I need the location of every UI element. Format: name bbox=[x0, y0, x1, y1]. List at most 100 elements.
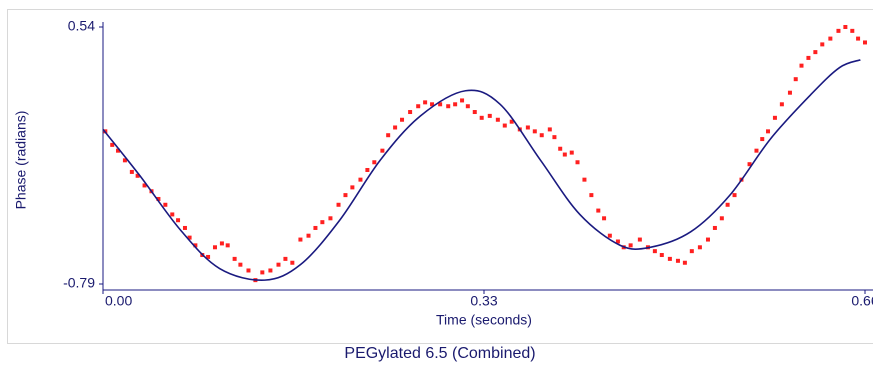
data-point bbox=[350, 185, 355, 190]
data-point bbox=[705, 237, 710, 242]
data-point bbox=[589, 193, 594, 198]
data-point bbox=[129, 169, 134, 174]
data-point bbox=[365, 167, 370, 172]
data-point bbox=[675, 258, 680, 263]
data-point bbox=[689, 249, 694, 254]
data-point bbox=[547, 127, 552, 132]
data-point bbox=[156, 196, 161, 201]
data-point bbox=[569, 150, 574, 155]
data-point bbox=[423, 100, 428, 105]
data-point bbox=[142, 183, 147, 188]
data-point bbox=[343, 193, 348, 198]
data-point bbox=[856, 36, 861, 41]
data-point bbox=[562, 152, 567, 157]
data-point bbox=[766, 129, 771, 134]
data-point bbox=[596, 208, 601, 213]
data-point bbox=[372, 160, 377, 165]
data-point bbox=[719, 216, 724, 221]
data-point bbox=[732, 193, 737, 198]
data-point bbox=[225, 243, 230, 248]
fit-line bbox=[102, 59, 861, 281]
data-point bbox=[652, 249, 657, 254]
data-point bbox=[828, 36, 833, 41]
chart-title: PEGylated 6.5 (Combined) bbox=[344, 345, 535, 362]
data-point bbox=[787, 90, 792, 95]
data-point bbox=[487, 113, 492, 118]
data-point bbox=[760, 137, 765, 142]
data-point bbox=[400, 117, 405, 122]
data-point bbox=[386, 133, 391, 138]
data-point bbox=[539, 133, 544, 138]
data-point bbox=[820, 42, 825, 47]
data-point bbox=[682, 260, 687, 265]
data-point bbox=[430, 102, 435, 107]
data-point bbox=[122, 158, 127, 163]
data-point bbox=[283, 256, 288, 261]
data-point bbox=[238, 262, 243, 267]
data-point bbox=[260, 270, 265, 275]
data-point bbox=[712, 225, 717, 230]
x-tick-label: 0.66 bbox=[851, 293, 873, 309]
data-point bbox=[453, 102, 458, 107]
data-point bbox=[408, 110, 413, 115]
data-point bbox=[232, 256, 237, 261]
data-point bbox=[793, 77, 798, 82]
data-point bbox=[799, 63, 804, 68]
data-point bbox=[582, 177, 587, 182]
x-axis-label: Time (seconds) bbox=[436, 312, 532, 328]
data-point bbox=[495, 117, 500, 122]
data-point bbox=[806, 55, 811, 60]
data-point bbox=[602, 216, 607, 221]
data-point bbox=[836, 28, 841, 33]
data-point bbox=[246, 268, 251, 273]
data-point bbox=[206, 254, 211, 259]
y-tick-label: -0.79 bbox=[63, 275, 95, 291]
plot-frame bbox=[7, 9, 873, 344]
data-point bbox=[290, 260, 295, 265]
data-point bbox=[813, 50, 818, 55]
data-point bbox=[615, 239, 620, 244]
data-point bbox=[754, 148, 759, 153]
data-point bbox=[637, 237, 642, 242]
data-point bbox=[725, 202, 730, 207]
data-point bbox=[843, 25, 848, 29]
data-point bbox=[306, 233, 311, 238]
x-tick-label: 0.33 bbox=[470, 293, 497, 309]
data-point bbox=[187, 235, 192, 240]
y-tick-label: 0.54 bbox=[68, 18, 95, 34]
data-point bbox=[176, 218, 181, 223]
data-point bbox=[607, 233, 612, 238]
data-point bbox=[502, 123, 507, 128]
data-point bbox=[416, 104, 421, 109]
data-point bbox=[460, 98, 465, 103]
data-point bbox=[170, 212, 175, 217]
data-point bbox=[747, 162, 752, 167]
data-point bbox=[313, 225, 318, 230]
data-point bbox=[298, 237, 303, 242]
data-point bbox=[558, 146, 563, 151]
data-point bbox=[628, 243, 633, 248]
data-point bbox=[772, 115, 777, 120]
data-point bbox=[509, 119, 514, 124]
data-point bbox=[380, 148, 385, 153]
data-point bbox=[212, 245, 217, 250]
data-point bbox=[472, 110, 477, 115]
data-point bbox=[182, 225, 187, 230]
data-point bbox=[135, 173, 140, 178]
data-point bbox=[268, 268, 273, 273]
data-point bbox=[479, 115, 484, 120]
data-point bbox=[697, 245, 702, 250]
data-point bbox=[575, 160, 580, 165]
data-point bbox=[276, 262, 281, 267]
data-point bbox=[438, 102, 443, 107]
data-point bbox=[358, 177, 363, 182]
data-point bbox=[393, 125, 398, 130]
data-point bbox=[465, 104, 470, 109]
data-point bbox=[446, 104, 451, 109]
x-tick-label: 0.00 bbox=[105, 293, 132, 309]
data-point bbox=[667, 256, 672, 261]
data-point bbox=[193, 243, 198, 248]
data-point bbox=[336, 202, 341, 207]
